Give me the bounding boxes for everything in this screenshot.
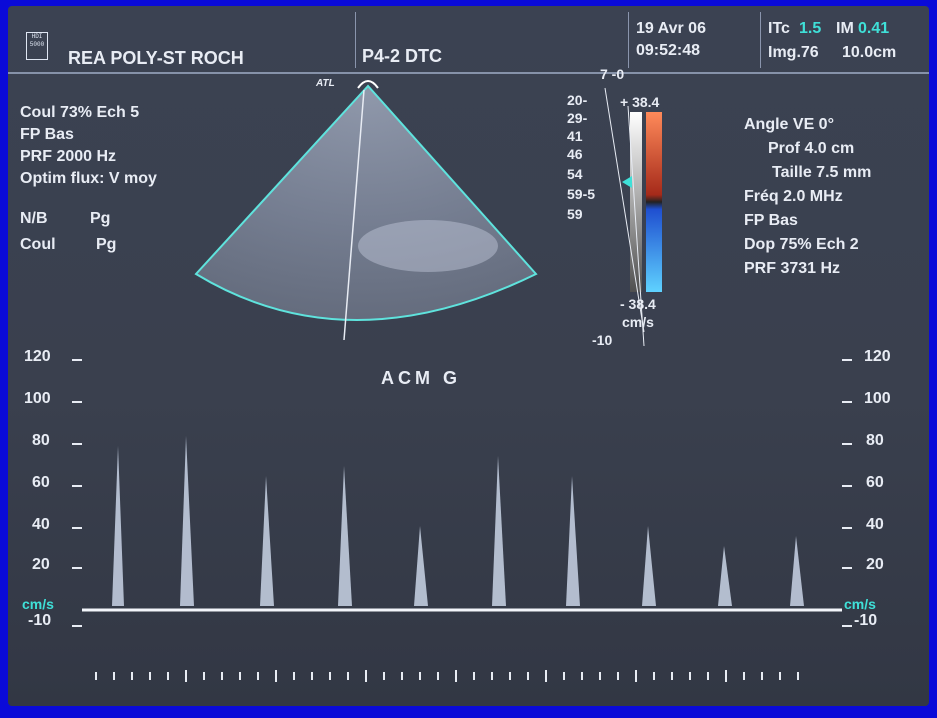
axis-unit-left: cm/s bbox=[22, 596, 54, 612]
scale-pointer bbox=[604, 87, 645, 333]
nb-value: Pg bbox=[90, 210, 111, 227]
filter-param-right: FP Bas bbox=[744, 212, 798, 229]
scale-bottom-label: -10 bbox=[592, 332, 613, 348]
scale-marker-icon bbox=[622, 176, 632, 188]
im-label: IM bbox=[836, 20, 854, 37]
scale-pointer bbox=[627, 105, 645, 347]
axis-label-left: 20 bbox=[32, 556, 50, 573]
im-value: 0.41 bbox=[858, 20, 890, 37]
waveform-peak bbox=[338, 466, 352, 606]
doppler-axis-ticks bbox=[72, 359, 852, 627]
scale-label: 59-5 bbox=[567, 186, 596, 202]
waveform-peak bbox=[718, 546, 732, 606]
scale-label: 54 bbox=[567, 166, 583, 182]
flow-optim-param: Optim flux: V moy bbox=[20, 170, 157, 187]
waveform-peak bbox=[112, 446, 124, 606]
waveform-peak bbox=[642, 526, 656, 606]
depth-value: 10.0cm bbox=[842, 44, 897, 61]
axis-label-left: 100 bbox=[24, 390, 51, 407]
header-underline bbox=[8, 72, 929, 74]
time-axis-ticks bbox=[95, 670, 799, 682]
waveform-peak bbox=[492, 456, 506, 606]
doppler-prf-param: PRF 3731 Hz bbox=[744, 260, 841, 277]
axis-label-right: 60 bbox=[866, 474, 884, 491]
institution-name: REA POLY-ST ROCH bbox=[68, 48, 244, 68]
doppler-spectrum bbox=[112, 436, 804, 606]
prf-param: PRF 2000 Hz bbox=[20, 148, 117, 165]
axis-label-left: -10 bbox=[28, 612, 52, 629]
probe-cap bbox=[357, 80, 379, 89]
waveform-peak bbox=[260, 476, 274, 606]
header-divider bbox=[760, 12, 761, 68]
ultrasound-screen: HDI 5000 REA POLY-ST ROCH P4-2 DTC 19 Avr… bbox=[8, 6, 929, 706]
axis-label-left: 80 bbox=[32, 432, 50, 449]
scale-label: 46 bbox=[567, 146, 583, 162]
itc-value: 1.5 bbox=[799, 20, 822, 37]
axis-label-right: 40 bbox=[866, 516, 884, 533]
atl-brand-logo: ATL bbox=[316, 78, 335, 89]
color-velocity-bar bbox=[646, 112, 662, 292]
tissue-bright-region bbox=[358, 220, 498, 272]
img-label: Img.76 bbox=[768, 44, 819, 61]
axis-label-left: 40 bbox=[32, 516, 50, 533]
waveform-peak bbox=[180, 436, 194, 606]
doppler-gain-param: Dop 75% Ech 2 bbox=[744, 236, 859, 253]
scale-label: 59 bbox=[567, 206, 583, 222]
coul-value: Pg bbox=[96, 236, 117, 253]
axis-label-right: 20 bbox=[866, 556, 884, 573]
nb-label: N/B bbox=[20, 210, 48, 227]
waveform-peak bbox=[790, 536, 804, 606]
angle-param: Angle VE 0° bbox=[744, 116, 834, 133]
sector-outline bbox=[194, 84, 538, 321]
scale-label: 20- bbox=[567, 92, 588, 108]
filter-param: FP Bas bbox=[20, 126, 74, 143]
colorbar-top-value: + 38.4 bbox=[620, 94, 660, 110]
header-divider bbox=[628, 12, 629, 68]
exam-date: 19 Avr 06 bbox=[636, 20, 706, 37]
gate-size-param: Taille 7.5 mm bbox=[772, 164, 872, 181]
coul-label: Coul bbox=[20, 236, 56, 253]
ultrasound-graphics bbox=[72, 80, 852, 682]
gate-depth-param: Prof 4.0 cm bbox=[768, 140, 855, 157]
color-gain-param: Coul 73% Ech 5 bbox=[20, 104, 140, 121]
axis-label-right: 100 bbox=[864, 390, 891, 407]
cursor-line bbox=[343, 89, 365, 341]
axis-label-left: 120 bbox=[24, 348, 51, 365]
colorbar-unit: cm/s bbox=[622, 314, 654, 330]
scale-label: 41 bbox=[567, 128, 583, 144]
scale-top-label: 7 -0 bbox=[600, 66, 625, 82]
axis-label-left: 60 bbox=[32, 474, 50, 491]
probe-name: P4-2 DTC bbox=[362, 46, 443, 66]
scale-label: 29- bbox=[567, 110, 588, 126]
axis-label-right: 120 bbox=[864, 348, 891, 365]
itc-label: ITc bbox=[768, 20, 790, 37]
axis-unit-right: cm/s bbox=[844, 596, 876, 612]
waveform-peak bbox=[566, 476, 580, 606]
axis-label-right: -10 bbox=[854, 612, 878, 629]
colorbar-bottom-value: - 38.4 bbox=[620, 296, 656, 312]
axis-label-right: 80 bbox=[866, 432, 884, 449]
frequency-param: Fréq 2.0 MHz bbox=[744, 188, 843, 205]
header-divider bbox=[355, 12, 356, 68]
exam-time: 09:52:48 bbox=[636, 42, 701, 59]
vessel-label: ACM G bbox=[381, 368, 461, 388]
waveform-peak bbox=[414, 526, 428, 606]
hdi-logo-icon: HDI 5000 bbox=[26, 32, 48, 60]
bmode-sector bbox=[196, 86, 536, 320]
gray-scale-bar bbox=[630, 112, 642, 292]
